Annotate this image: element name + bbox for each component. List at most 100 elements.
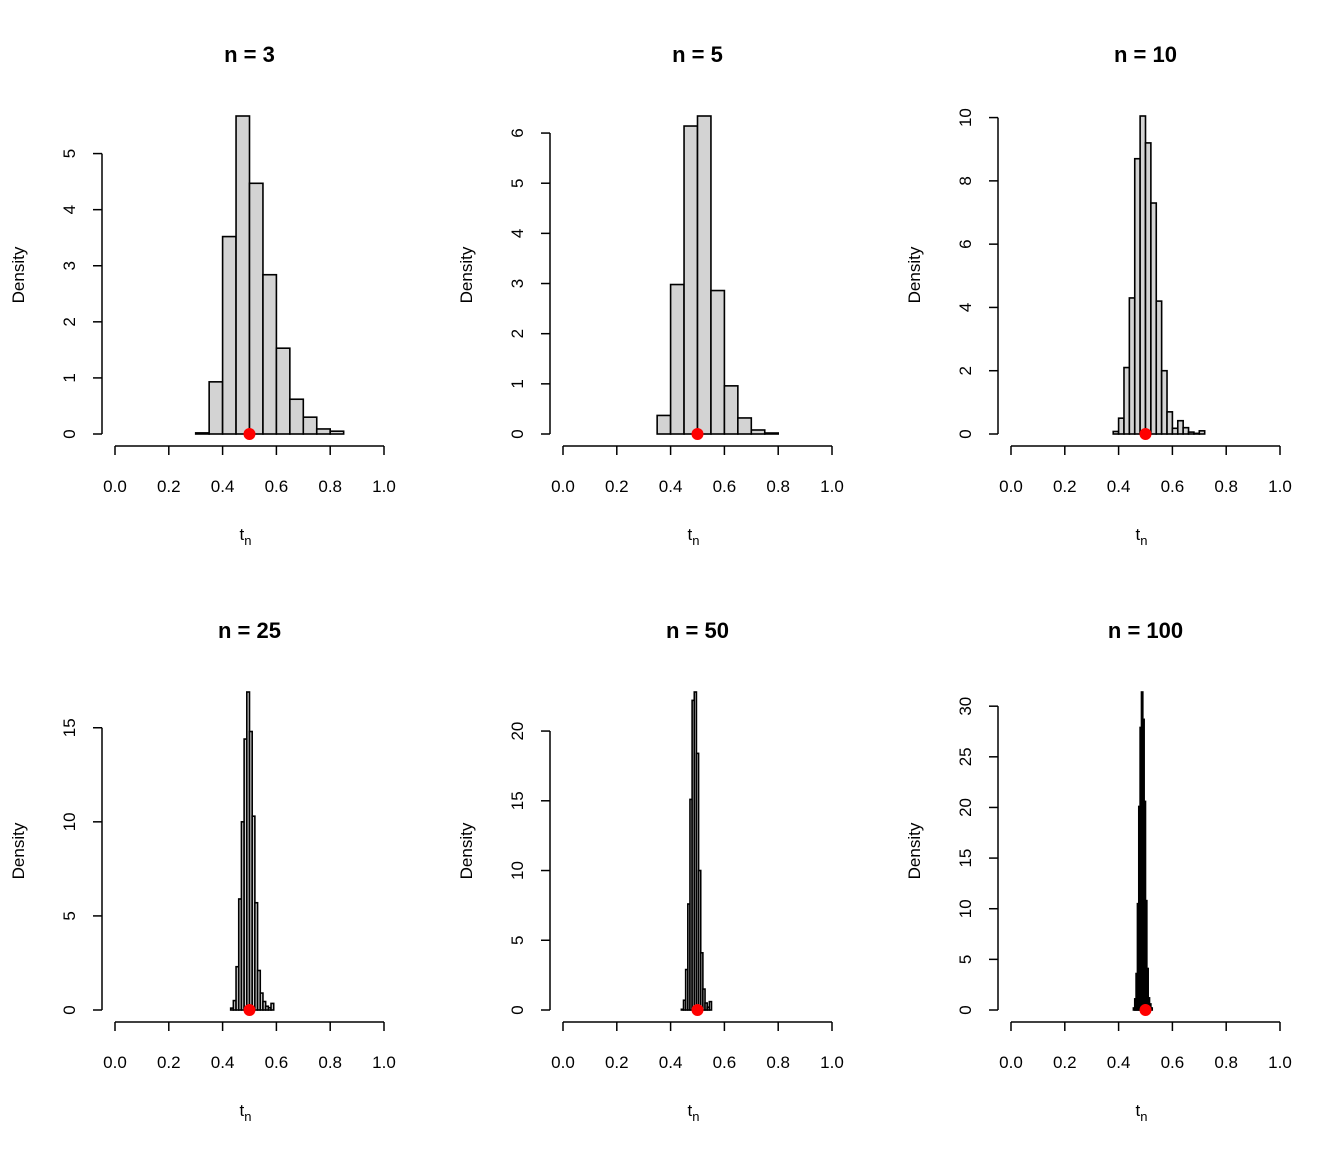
x-axis-label-main: t — [688, 1101, 693, 1120]
histogram-bar — [708, 1000, 713, 1011]
histogram-bars — [194, 115, 345, 435]
histogram-bar — [270, 1002, 275, 1011]
panel-title: n = 100 — [1108, 618, 1183, 643]
y-tick-label: 5 — [508, 936, 527, 945]
x-tick-label: 0.4 — [211, 477, 235, 496]
y-tick-label: 3 — [508, 279, 527, 288]
y-tick-label: 20 — [956, 798, 975, 817]
panel-title: n = 10 — [1114, 42, 1177, 67]
x-tick-label: 0.6 — [1161, 477, 1185, 496]
y-tick-label: 20 — [508, 722, 527, 741]
histogram-bar — [683, 125, 699, 435]
x-axis: 0.0 0.2 0.4 0.6 0.8 1.0 — [103, 445, 396, 496]
histogram-bar — [329, 430, 345, 435]
x-tick-label: 0.2 — [1053, 1053, 1077, 1072]
x-axis-label: tn — [688, 525, 700, 548]
y-axis-label: Density — [457, 822, 476, 879]
histogram-bar — [1123, 366, 1131, 435]
y-tick-label: 6 — [956, 239, 975, 248]
y-tick-label: 0 — [508, 429, 527, 438]
y-tick-label: 1 — [60, 373, 79, 382]
y-axis: 0 5 10 15 — [60, 718, 103, 1015]
x-axis-label-subscript: n — [1140, 1109, 1147, 1124]
x-axis-label: tn — [1136, 1101, 1148, 1124]
x-axis-label-subscript: n — [692, 533, 699, 548]
histogram-bar — [1166, 411, 1174, 435]
histogram-bar — [696, 115, 712, 435]
x-tick-label: 1.0 — [372, 477, 396, 496]
x-tick-label: 1.0 — [820, 477, 844, 496]
y-tick-label: 10 — [956, 108, 975, 127]
y-tick-label: 4 — [60, 205, 79, 214]
x-tick-label: 0.4 — [1107, 1053, 1131, 1072]
y-tick-label: 10 — [508, 861, 527, 880]
histogram-bar — [1160, 369, 1168, 435]
histogram-bar — [656, 414, 672, 435]
y-axis-label: Density — [9, 246, 28, 303]
histogram-bars — [680, 691, 713, 1011]
true-value-marker — [1139, 428, 1152, 440]
x-axis-label-main: t — [688, 525, 693, 544]
y-axis-label: Density — [905, 822, 924, 879]
x-tick-label: 1.0 — [820, 1053, 844, 1072]
y-axis-label: Density — [9, 822, 28, 879]
x-tick-label: 0.0 — [551, 1053, 575, 1072]
histogram-bars — [1112, 115, 1206, 435]
x-tick-label: 0.6 — [1161, 1053, 1185, 1072]
y-tick-label: 5 — [956, 955, 975, 964]
histogram-bar — [1171, 427, 1179, 435]
histogram-bar — [723, 385, 739, 435]
true-value-marker — [243, 1004, 256, 1016]
histogram-panel: n = 3 0.0 0.2 0.4 0.6 0.8 1.0 tn 0 1 2 3 4 5 Density — [9, 42, 396, 548]
y-tick-label: 0 — [956, 429, 975, 438]
y-tick-label: 25 — [956, 747, 975, 766]
histogram-bar — [221, 235, 237, 435]
panel-title: n = 25 — [218, 618, 281, 643]
panel-title: n = 50 — [666, 618, 729, 643]
histogram-bar — [1117, 417, 1125, 435]
x-tick-label: 0.8 — [766, 1053, 790, 1072]
x-tick-label: 0.8 — [318, 1053, 342, 1072]
histogram-panel: n = 50 0.0 0.2 0.4 0.6 0.8 1.0 tn 0 5 10 15 20 Densit… — [457, 618, 844, 1124]
histogram-bar — [1176, 419, 1184, 435]
histogram-panel: n = 25 0.0 0.2 0.4 0.6 0.8 1.0 tn 0 5 10 15 Density — [9, 618, 396, 1124]
y-tick-label: 0 — [60, 429, 79, 438]
histogram-bar — [315, 428, 331, 435]
histogram-bar — [1128, 297, 1136, 435]
y-tick-label: 4 — [508, 229, 527, 238]
x-axis-label-subscript: n — [1140, 533, 1147, 548]
true-value-marker — [691, 428, 704, 440]
true-value-marker — [243, 428, 256, 440]
x-axis-label: tn — [240, 525, 252, 548]
y-tick-label: 15 — [508, 791, 527, 810]
x-tick-label: 0.6 — [713, 1053, 737, 1072]
y-tick-label: 0 — [60, 1005, 79, 1014]
histogram-bar — [254, 901, 259, 1011]
x-axis-label: tn — [1136, 525, 1148, 548]
x-tick-label: 0.2 — [157, 1053, 181, 1072]
x-tick-label: 0.0 — [551, 477, 575, 496]
x-tick-label: 0.6 — [713, 477, 737, 496]
y-tick-label: 10 — [60, 812, 79, 831]
histogram-bar — [275, 347, 291, 435]
histogram-panel: n = 10 0.0 0.2 0.4 0.6 0.8 1.0 tn 0 2 4 6 8 10 Density — [905, 42, 1292, 548]
y-tick-label: 0 — [956, 1005, 975, 1014]
x-tick-label: 1.0 — [372, 1053, 396, 1072]
y-tick-label: 30 — [956, 697, 975, 716]
panel-title: n = 3 — [224, 42, 275, 67]
x-tick-label: 0.8 — [1214, 477, 1238, 496]
x-axis: 0.0 0.2 0.4 0.6 0.8 1.0 — [551, 445, 844, 496]
histogram-bars — [229, 691, 275, 1011]
y-tick-label: 0 — [508, 1005, 527, 1014]
histogram-bar — [194, 432, 210, 435]
x-axis: 0.0 0.2 0.4 0.6 0.8 1.0 — [103, 1021, 396, 1072]
histogram-bar — [1187, 431, 1195, 435]
x-axis-label-subscript: n — [244, 533, 251, 548]
y-tick-label: 1 — [508, 379, 527, 388]
histogram-bar — [235, 115, 251, 435]
x-axis-label-main: t — [1136, 1101, 1141, 1120]
x-tick-label: 0.2 — [1053, 477, 1077, 496]
x-axis-label-main: t — [1136, 525, 1141, 544]
y-tick-label: 5 — [60, 149, 79, 158]
histogram-bar — [1182, 426, 1190, 435]
